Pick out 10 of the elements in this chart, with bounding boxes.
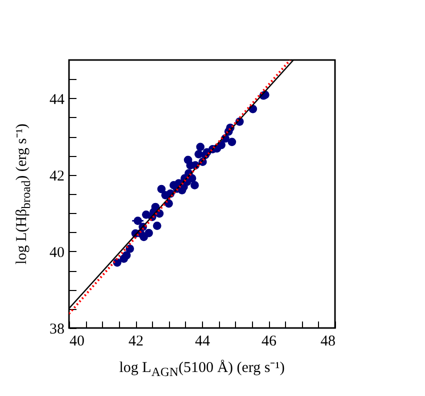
y-tick-label: 40 [50, 244, 64, 261]
y-tick-label: 38 [50, 322, 64, 338]
y-tick-label: 42 [50, 168, 64, 184]
x-tick-label: 48 [320, 334, 336, 350]
y-tick-label: 44 [50, 92, 65, 108]
x-axis-title: log L$_{AGN}$(5100 Å) (erg s⁻¹) [119, 358, 285, 380]
x-tick-label: 42 [128, 334, 144, 350]
x-tick-label: 46 [262, 334, 277, 350]
x-tick-label: 44 [195, 334, 210, 350]
x-tick-label: 40 [70, 334, 84, 350]
